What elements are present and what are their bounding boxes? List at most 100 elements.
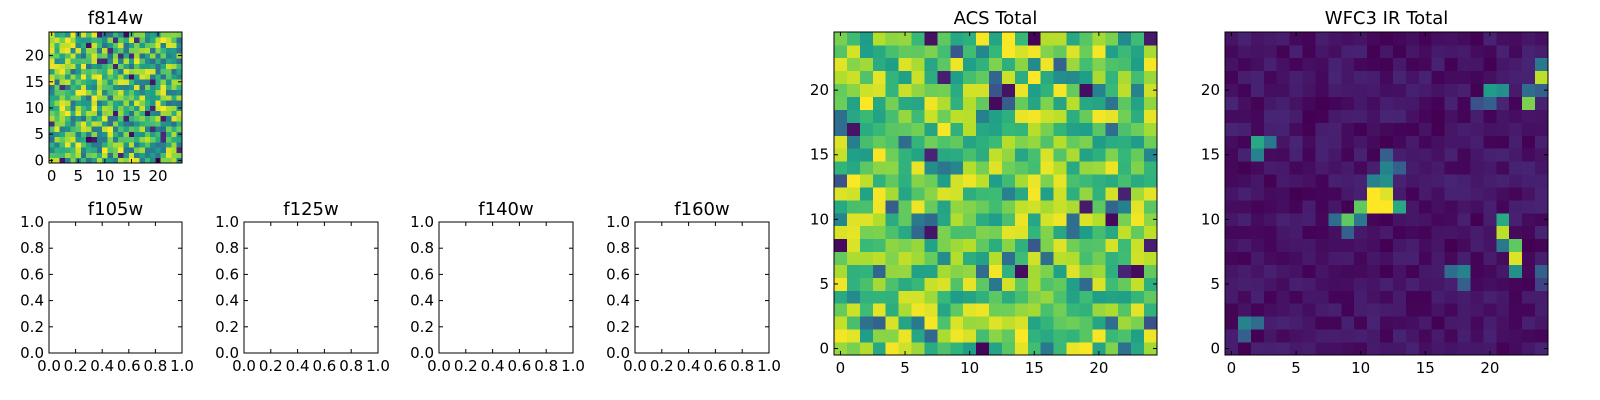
- heatmap-cell: [1053, 161, 1067, 175]
- heatmap-cell: [91, 131, 98, 138]
- heatmap-cell: [112, 142, 119, 148]
- heatmap-cell: [144, 84, 151, 91]
- heatmap-cell: [123, 105, 130, 111]
- heatmap-cell: [171, 42, 178, 49]
- heatmap-cell: [1131, 303, 1145, 317]
- heatmap-cell: [1263, 174, 1278, 188]
- heatmap-cell: [128, 94, 135, 101]
- heatmap-cell: [859, 32, 874, 46]
- heatmap-cell: [885, 44, 899, 59]
- heatmap-cell: [1392, 174, 1407, 188]
- heatmap-cell: [859, 290, 874, 304]
- heatmap-cell: [1276, 264, 1290, 278]
- heatmap-cell: [1276, 277, 1290, 291]
- heatmap-cell: [70, 157, 76, 164]
- heatmap-cell: [1418, 264, 1433, 278]
- heatmap-cell: [924, 329, 938, 343]
- heatmap-cell: [102, 100, 108, 106]
- heatmap-cell: [91, 79, 98, 85]
- heatmap-cell: [1027, 225, 1042, 240]
- heatmap-cell: [924, 161, 938, 175]
- heatmap-cell: [1144, 122, 1158, 136]
- heatmap-cell: [846, 57, 861, 72]
- heatmap-cell: [1380, 342, 1394, 356]
- heatmap-cell: [1092, 161, 1106, 175]
- heatmap-cell: [1470, 290, 1484, 304]
- heatmap-cell: [96, 47, 103, 54]
- heatmap-cell: [872, 264, 887, 278]
- heatmap-cell: [1092, 109, 1106, 123]
- heatmap-cell: [1522, 225, 1536, 240]
- heatmap-cell: [1263, 316, 1278, 330]
- heatmap-cell: [1444, 187, 1458, 201]
- heatmap-cell: [1131, 135, 1145, 149]
- heatmap-cell: [75, 79, 82, 85]
- y-tick-label: 0.4: [410, 292, 434, 310]
- heatmap-cell: [911, 199, 925, 214]
- heatmap-cell: [1496, 303, 1510, 317]
- heatmap-cell: [134, 89, 140, 96]
- heatmap-cell: [1522, 135, 1536, 149]
- heatmap-cell: [1315, 290, 1329, 304]
- heatmap-cell: [160, 126, 167, 132]
- heatmap-cell: [1341, 122, 1355, 136]
- heatmap-cell: [64, 79, 71, 85]
- heatmap-cell: [1027, 109, 1042, 123]
- heatmap-cell: [112, 79, 119, 85]
- heatmap-cell: [59, 115, 66, 122]
- heatmap-cell: [1289, 264, 1303, 278]
- heatmap-cell: [1522, 199, 1536, 214]
- heatmap-cell: [950, 342, 964, 356]
- heatmap-cell: [128, 63, 135, 70]
- heatmap-cell: [1405, 199, 1420, 214]
- heatmap-cell: [54, 84, 61, 91]
- heatmap-cell: [112, 32, 119, 38]
- heatmap-cell: [1457, 109, 1471, 123]
- heatmap-cell: [91, 84, 98, 91]
- heatmap-cell: [1380, 199, 1394, 214]
- heatmap-cell: [1535, 290, 1549, 304]
- heatmap-cell: [898, 199, 912, 214]
- heatmap-cell: [107, 63, 114, 70]
- heatmap-cell: [1341, 225, 1355, 240]
- heatmap-cell: [75, 58, 82, 64]
- heatmap-cell: [139, 58, 146, 64]
- heatmap-cell: [1225, 96, 1239, 110]
- heatmap-cell: [1392, 316, 1407, 330]
- heatmap-cell: [49, 84, 55, 91]
- heatmap-cell: [1509, 264, 1523, 278]
- heatmap-cell: [1328, 57, 1342, 72]
- heatmap-cell: [160, 68, 167, 75]
- acs-total-frame: [833, 31, 1158, 356]
- heatmap-cell: [1250, 57, 1265, 72]
- heatmap-cell: [1380, 174, 1394, 188]
- heatmap-cell: [834, 70, 848, 85]
- heatmap-cell: [1237, 187, 1252, 201]
- heatmap-cell: [885, 174, 899, 188]
- heatmap-cell: [1380, 148, 1394, 162]
- heatmap-cell: [160, 100, 167, 106]
- heatmap-cell: [118, 94, 124, 101]
- heatmap-cell: [1225, 83, 1239, 97]
- heatmap-cell: [1066, 174, 1080, 188]
- heatmap-cell: [872, 199, 887, 214]
- heatmap-cell: [1237, 83, 1252, 97]
- heatmap-cell: [1444, 32, 1458, 46]
- x-tick-label: 1.0: [366, 357, 390, 375]
- heatmap-cell: [1131, 83, 1145, 97]
- heatmap-cell: [150, 47, 156, 54]
- heatmap-cell: [59, 147, 66, 153]
- heatmap-cell: [872, 44, 887, 59]
- heatmap-cell: [134, 73, 140, 80]
- heatmap-cell: [1066, 109, 1080, 123]
- heatmap-cell: [54, 147, 61, 153]
- heatmap-cell: [1405, 329, 1420, 343]
- heatmap-cell: [107, 94, 114, 101]
- heatmap-cell: [1131, 238, 1145, 253]
- heatmap-cell: [1354, 212, 1368, 227]
- heatmap-cell: [989, 290, 1003, 304]
- heatmap-cell: [1079, 161, 1093, 175]
- heatmap-cell: [1040, 290, 1055, 304]
- heatmap-cell: [1341, 277, 1355, 291]
- heatmap-cell: [1027, 290, 1042, 304]
